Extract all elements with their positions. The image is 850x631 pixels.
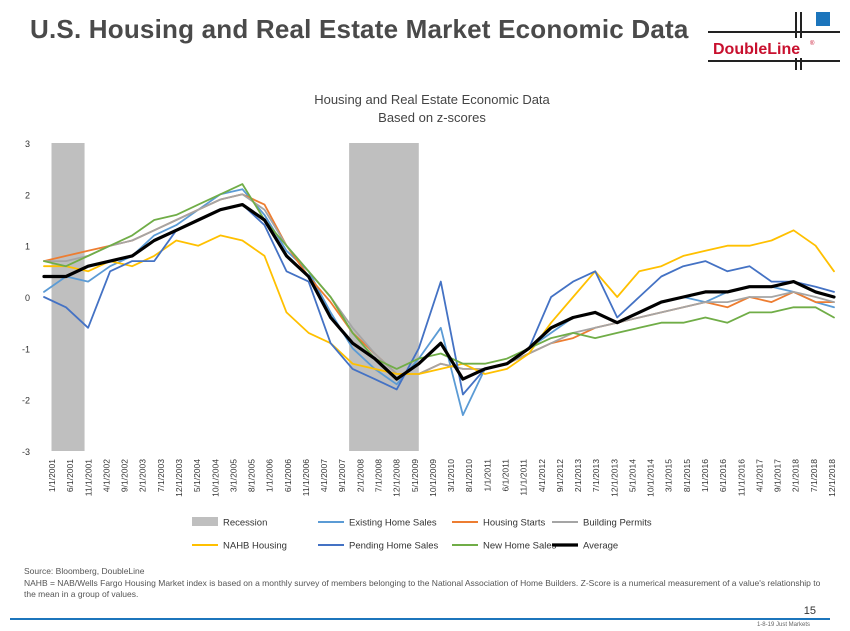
x-tick-label: 1/1/2016 xyxy=(700,459,710,492)
recession-bar-2 xyxy=(349,143,419,451)
legend-label: Existing Home Sales xyxy=(349,518,437,529)
legend-label: Pending Home Sales xyxy=(349,541,438,552)
x-tick-label: 1/1/2006 xyxy=(265,459,275,492)
x-tick-label: 6/1/2001 xyxy=(65,459,75,492)
footnote: Source: Bloomberg, DoubleLine NAHB = NAB… xyxy=(24,566,824,601)
y-tick-label: -2 xyxy=(22,396,30,406)
x-tick-label: 6/1/2011 xyxy=(500,459,510,492)
x-tick-label: 12/1/2003 xyxy=(174,459,184,497)
legend-swatch-recession xyxy=(192,517,218,526)
x-tick-label: 3/1/2010 xyxy=(446,459,456,492)
x-tick-label: 12/1/2018 xyxy=(827,459,837,497)
svg-text:DoubleLine: DoubleLine xyxy=(713,41,800,58)
footer-divider xyxy=(10,618,830,620)
x-tick-label: 7/1/2013 xyxy=(591,459,601,492)
x-tick-label: 11/1/2006 xyxy=(301,459,311,496)
x-tick-label: 4/1/2002 xyxy=(101,459,111,492)
x-tick-label: 9/1/2012 xyxy=(555,459,565,492)
page-title: U.S. Housing and Real Estate Market Econ… xyxy=(30,14,689,44)
x-tick-label: 8/1/2015 xyxy=(682,459,692,492)
x-tick-label: 7/1/2003 xyxy=(156,459,166,492)
legend-label: Average xyxy=(583,541,618,552)
x-tick-label: 4/1/2007 xyxy=(319,459,329,492)
x-tick-label: 11/1/2001 xyxy=(83,459,93,496)
x-tick-label: 8/1/2010 xyxy=(464,459,474,492)
x-tick-label: 2/1/2018 xyxy=(791,459,801,492)
x-tick-label: 10/1/2009 xyxy=(428,459,438,497)
series-line-permits xyxy=(43,193,835,375)
legend-label: NAHB Housing xyxy=(223,541,287,552)
y-tick-label: -1 xyxy=(22,344,30,354)
housing-line-chart: Housing and Real Estate Economic Data Ba… xyxy=(22,92,837,552)
x-tick-label: 2/1/2013 xyxy=(573,459,583,492)
x-tick-label: 6/1/2006 xyxy=(283,459,293,492)
series-line-nahb xyxy=(43,229,835,375)
legend-label: Recession xyxy=(223,518,267,529)
x-tick-label: 9/1/2017 xyxy=(773,459,783,492)
x-tick-label: 4/1/2012 xyxy=(537,459,547,492)
chart-title: Housing and Real Estate Economic Data xyxy=(314,92,550,107)
series-line-average xyxy=(42,203,836,381)
x-tick-label: 9/1/2002 xyxy=(120,459,130,492)
x-tick-label: 1/1/2011 xyxy=(482,459,492,492)
x-tick-label: 12/1/2013 xyxy=(609,459,619,497)
legend-label: Housing Starts xyxy=(483,518,546,529)
x-tick-label: 11/1/2016 xyxy=(736,459,746,496)
y-tick-label: 2 xyxy=(25,190,30,200)
doubleline-logo: DoubleLine ® xyxy=(708,12,840,70)
nahb-note: NAHB = NAB/Wells Fargo Housing Market in… xyxy=(24,577,821,600)
y-tick-label: 1 xyxy=(25,242,30,252)
x-tick-label: 5/1/2004 xyxy=(192,459,202,492)
x-tick-label: 12/1/2008 xyxy=(392,459,402,497)
svg-text:®: ® xyxy=(810,40,815,47)
legend-label: Building Permits xyxy=(583,518,652,529)
x-tick-label: 11/1/2011 xyxy=(519,459,529,496)
x-tick-label: 10/1/2014 xyxy=(646,459,656,497)
footer-date: 1-8-19 Just Markets xyxy=(756,622,810,628)
x-tick-label: 10/1/2004 xyxy=(210,459,220,497)
y-tick-label: 3 xyxy=(25,139,30,149)
series-line-newsales xyxy=(43,183,835,370)
recession-bar-1 xyxy=(51,143,85,451)
legend-label: New Home Sales xyxy=(483,541,557,552)
x-tick-label: 1/1/2001 xyxy=(47,459,57,492)
x-tick-label: 6/1/2016 xyxy=(718,459,728,492)
x-tick-label: 3/1/2005 xyxy=(228,459,238,492)
x-tick-label: 8/1/2005 xyxy=(247,459,257,492)
x-tick-label: 9/1/2007 xyxy=(337,459,347,492)
y-tick-label: -3 xyxy=(22,447,30,457)
x-tick-label: 2/1/2003 xyxy=(138,459,148,492)
source-text: Source: Bloomberg, DoubleLine xyxy=(24,566,145,576)
chart-subtitle: Based on z-scores xyxy=(378,110,486,125)
x-tick-label: 7/1/2018 xyxy=(809,459,819,492)
x-tick-label: 5/1/2014 xyxy=(627,459,637,492)
x-tick-label: 7/1/2008 xyxy=(374,459,384,492)
x-tick-label: 5/1/2009 xyxy=(410,459,420,492)
x-tick-label: 4/1/2017 xyxy=(754,459,764,492)
x-tick-label: 3/1/2015 xyxy=(664,459,674,492)
y-tick-label: 0 xyxy=(25,293,30,303)
series-line-pending xyxy=(43,203,835,396)
x-tick-label: 2/1/2008 xyxy=(355,459,365,492)
page-number: 15 xyxy=(803,605,816,617)
